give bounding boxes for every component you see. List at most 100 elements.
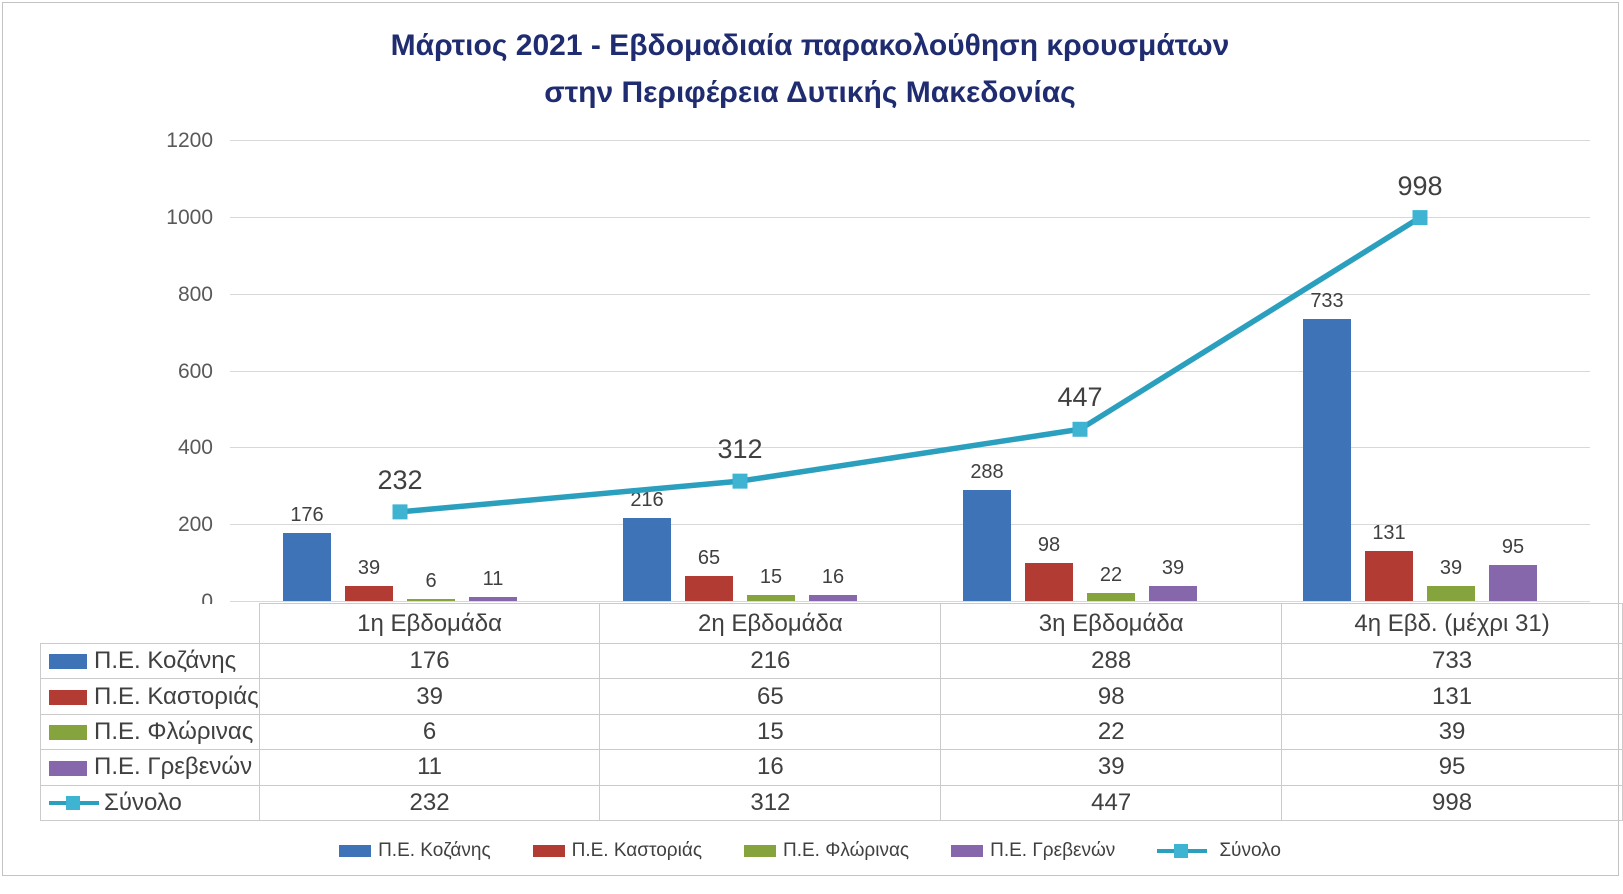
legend-item: Π.Ε. Φλώρινας [743, 840, 910, 862]
bar-value-label: 98 [1037, 534, 1061, 557]
y-axis-labels: 0 200 400 600 800 1000 1200 [0, 130, 213, 612]
legend-item: Π.Ε. Κοζάνης [339, 840, 491, 862]
legend-label: Π.Ε. Φλώρινας [782, 840, 910, 861]
table-value-cell: 733 [1281, 642, 1623, 680]
bar-value-label: 65 [697, 547, 721, 570]
table-series-label: Π.Ε. Φλώρινας [40, 713, 260, 751]
bar-slot: 176 [283, 140, 331, 601]
total-marker [1072, 421, 1088, 437]
total-value-label: 447 [1057, 382, 1103, 413]
marker-icon [66, 796, 80, 811]
table-series-label: Π.Ε. Καστοριάς [40, 678, 260, 715]
table-row: Π.Ε. Καστοριάς 39 65 98 131 [40, 678, 1623, 715]
series-swatch-icon [49, 725, 87, 741]
table-row: Π.Ε. Φλώρινας 6 15 22 39 [40, 713, 1623, 751]
bar-slot: 216 [623, 140, 671, 601]
y-tick-label: 400 [177, 436, 213, 460]
bar-group: 176 39 6 11 [230, 140, 570, 601]
table-category-header: 3η Εβδομάδα [940, 603, 1283, 644]
bar-slot: 22 [1087, 140, 1135, 601]
series-name: Π.Ε. Φλώρινας [94, 717, 254, 745]
bar-slot: 95 [1489, 140, 1537, 601]
table-series-label: Π.Ε. Γρεβενών [40, 749, 260, 786]
table-category-header: 1η Εβδομάδα [258, 603, 601, 644]
bar-Π.Ε. Καστοριάς [345, 586, 393, 601]
gridline [230, 140, 1590, 141]
table-category-header: 2η Εβδομάδα [599, 603, 942, 644]
bar-slot: 65 [685, 140, 733, 601]
y-tick-label: 200 [177, 513, 213, 537]
bar-slot: 39 [1427, 140, 1475, 601]
table-row: Π.Ε. Κοζάνης 176 216 288 733 [40, 642, 1623, 680]
bar-slot: 131 [1365, 140, 1413, 601]
legend-label: Π.Ε. Γρεβενών [990, 840, 1116, 861]
bar-Π.Ε. Γρεβενών [1149, 586, 1197, 601]
bar-Π.Ε. Γρεβενών [1489, 564, 1537, 601]
gridline [230, 293, 1590, 295]
chart-title-line2: στην Περιφέρεια Δυτικής Μακεδονίας [544, 76, 1076, 109]
bar-value-label: 39 [1439, 557, 1463, 580]
table-value-cell: 95 [1281, 749, 1623, 786]
bar-Π.Ε. Γρεβενών [809, 594, 857, 601]
table-value-cell: 216 [599, 642, 942, 680]
bar-value-label: 288 [970, 461, 1004, 484]
table-value-cell: 232 [258, 784, 601, 821]
total-value-label: 998 [1397, 170, 1443, 201]
bar-Π.Ε. Φλώρινας [747, 595, 795, 601]
marker-icon [1174, 844, 1189, 858]
table-value-cell: 131 [1281, 678, 1623, 715]
data-table: 1η Εβδομάδα 2η Εβδομάδα 3η Εβδομάδα 4η Εβδ.… [40, 603, 1623, 821]
legend-item: Π.Ε. Καστοριάς [532, 840, 702, 862]
gridline [230, 216, 1590, 218]
bar-slot: 733 [1303, 140, 1351, 601]
total-value-label: 232 [377, 464, 423, 495]
total-marker [1412, 210, 1428, 226]
table-value-cell: 176 [258, 642, 601, 680]
bar-slot: 288 [963, 140, 1011, 601]
legend-label: Π.Ε. Κοζάνης [378, 840, 491, 861]
bar-value-label: 16 [821, 565, 845, 588]
bar-slot: 15 [747, 140, 795, 601]
chart-title: Μάρτιος 2021 - Εβδομαδιαία παρακολούθηση… [0, 22, 1620, 116]
y-tick-label: 800 [177, 282, 213, 306]
bar-group: 288 98 22 39 [910, 140, 1250, 601]
series-swatch-icon [49, 689, 87, 705]
total-line [392, 210, 1428, 520]
bar-Π.Ε. Φλώρινας [1427, 586, 1475, 601]
table-value-cell: 15 [599, 713, 942, 751]
gridline [230, 601, 1590, 602]
bar-Π.Ε. Κοζάνης [963, 490, 1011, 601]
bar-value-label: 22 [1099, 563, 1123, 586]
bar-value-label: 95 [1501, 535, 1525, 558]
bar-Π.Ε. Καστοριάς [685, 576, 733, 601]
series-name: Π.Ε. Κοζάνης [94, 647, 237, 675]
bar-value-label: 11 [482, 567, 504, 590]
table-value-cell: 288 [940, 642, 1283, 680]
table-corner-cell [40, 603, 260, 644]
bar-slot: 11 [469, 140, 517, 601]
legend-swatch-icon [743, 845, 776, 857]
bar-group: 216 65 15 16 [570, 140, 910, 601]
y-tick-label: 1000 [166, 205, 213, 229]
legend-swatch-icon [339, 845, 372, 857]
series-swatch-icon [49, 654, 87, 670]
bar-value-label: 176 [290, 504, 324, 527]
table-value-cell: 39 [258, 678, 601, 715]
table-value-cell: 11 [258, 749, 601, 786]
bar-value-label: 39 [1161, 557, 1185, 580]
table-value-cell: 447 [940, 784, 1283, 821]
table-value-cell: 39 [1281, 713, 1623, 751]
table-series-label: Σύνολο [40, 784, 260, 821]
total-value-label: 312 [717, 434, 763, 465]
series-name: Π.Ε. Καστοριάς [94, 682, 259, 710]
table-header-row: 1η Εβδομάδα 2η Εβδομάδα 3η Εβδομάδα 4η Εβδ.… [40, 603, 1623, 644]
bar-Π.Ε. Κοζάνης [1303, 319, 1351, 601]
plot-area: 176 39 6 11 216 65 15 16 288 98 22 39 733 131 39 95 232 3… [230, 140, 1590, 602]
legend-label: Σύνολο [1219, 840, 1281, 861]
legend-item: Π.Ε. Γρεβενών [951, 840, 1115, 862]
total-marker [732, 473, 748, 489]
chart-title-line1: Μάρτιος 2021 - Εβδομαδιαία παρακολούθηση… [390, 29, 1230, 62]
bar-group: 733 131 39 95 [1250, 140, 1590, 601]
gridline [230, 370, 1590, 372]
gridline [230, 447, 1590, 449]
